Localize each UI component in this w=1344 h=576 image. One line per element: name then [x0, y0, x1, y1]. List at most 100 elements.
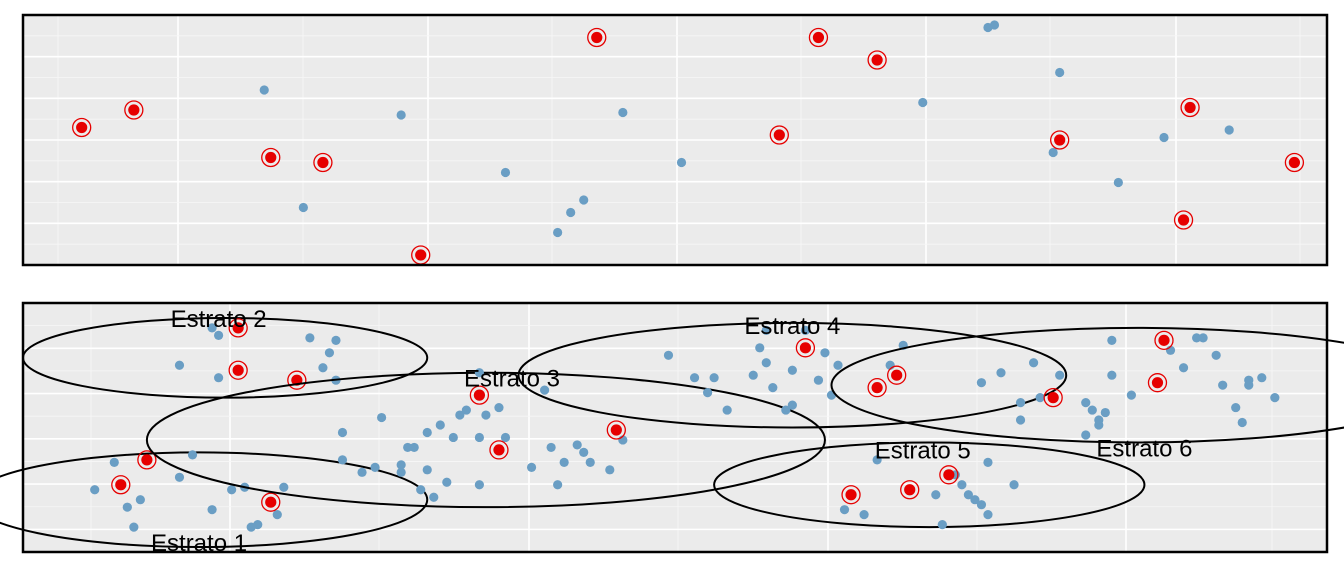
- population-point: [422, 427, 432, 438]
- population-point: [1237, 417, 1247, 428]
- sample-ring: [111, 475, 131, 495]
- sample-dot: [317, 156, 329, 169]
- sampled-point: [1154, 330, 1174, 351]
- sample-dot: [1288, 156, 1300, 169]
- population-point: [526, 462, 537, 472]
- sampled-point: [111, 475, 131, 495]
- sample-ring: [1147, 373, 1168, 393]
- population-point: [253, 520, 263, 530]
- sampled-point: [137, 450, 157, 470]
- sampled-point: [841, 485, 861, 505]
- sampled-point: [124, 100, 144, 120]
- sampled-point: [313, 152, 333, 173]
- population-point: [1015, 415, 1026, 425]
- sample-dot: [799, 342, 812, 354]
- population-point: [722, 405, 732, 415]
- sample-ring: [1043, 387, 1063, 408]
- population-point: [546, 442, 556, 453]
- sample-dot: [76, 121, 88, 134]
- population-point: [474, 368, 484, 378]
- population-point: [976, 500, 987, 510]
- stratum-label: Estrato 2: [171, 306, 267, 333]
- population-point: [553, 480, 563, 490]
- population-point: [800, 325, 811, 335]
- population-point: [781, 405, 791, 415]
- sample-ring: [489, 440, 509, 460]
- population-point: [1198, 333, 1208, 343]
- population-point: [279, 482, 289, 492]
- population-point: [1081, 430, 1091, 440]
- panel-border: [21, 301, 1329, 554]
- population-point: [1126, 390, 1136, 400]
- sampled-point: [887, 365, 907, 385]
- stratum-label: Estrato 6: [1096, 435, 1192, 462]
- population-point: [709, 373, 719, 383]
- population-point: [214, 373, 224, 383]
- sample-dot: [943, 469, 955, 481]
- sample-dot: [232, 322, 244, 334]
- sampled-point: [795, 338, 816, 358]
- stratum-ellipse: [713, 441, 1146, 529]
- sampled-point: [1147, 373, 1168, 393]
- sample-dot: [812, 31, 825, 44]
- sample-ring: [1154, 330, 1174, 351]
- sampled-point: [1043, 387, 1063, 408]
- sampled-point: [808, 27, 829, 48]
- population-point: [494, 402, 504, 413]
- sampled-point: [489, 440, 509, 460]
- sample-dot: [1184, 101, 1196, 114]
- sample-dot: [1054, 134, 1066, 146]
- sample-dot: [473, 389, 485, 401]
- population-point: [435, 420, 445, 430]
- population-point: [1107, 370, 1117, 380]
- population-point: [90, 485, 100, 495]
- sampled-point: [469, 385, 490, 405]
- population-point: [553, 227, 563, 238]
- population-point: [409, 442, 419, 453]
- sample-ring: [1284, 152, 1305, 173]
- population-point: [129, 522, 139, 532]
- population-point: [1244, 380, 1254, 390]
- top-panel: [21, 13, 1329, 267]
- sample-dot: [845, 489, 857, 501]
- sampled-point: [1284, 152, 1305, 173]
- population-point: [585, 457, 595, 467]
- population-point: [1081, 398, 1091, 408]
- population-point: [676, 157, 687, 168]
- stratum-5: Estrato 5: [713, 438, 1146, 530]
- population-point: [207, 505, 217, 515]
- sample-dot: [1158, 334, 1170, 346]
- population-point: [1218, 380, 1228, 390]
- sample-ring: [1173, 210, 1194, 230]
- population-point: [787, 400, 797, 410]
- sampled-point: [900, 480, 920, 500]
- sampled-point: [1173, 210, 1194, 230]
- population-point: [500, 432, 511, 443]
- sample-ring: [261, 147, 281, 168]
- population-point: [298, 202, 308, 213]
- population-point: [174, 360, 185, 370]
- sample-ring: [228, 360, 248, 380]
- population-point: [422, 465, 432, 475]
- stratum-ellipse: [145, 371, 826, 509]
- population-point: [1055, 67, 1065, 78]
- sample-ring: [137, 450, 157, 470]
- sample-ring: [900, 480, 920, 500]
- sample-dot: [232, 364, 244, 376]
- sampled-point: [939, 465, 959, 485]
- panel-border: [21, 13, 1329, 267]
- sample-ring: [867, 378, 887, 398]
- population-point: [572, 440, 582, 450]
- sample-ring: [587, 27, 607, 48]
- population-point: [605, 465, 615, 475]
- sample-dot: [904, 484, 916, 496]
- population-point: [442, 477, 452, 487]
- population-point: [761, 358, 771, 368]
- population-point: [1035, 393, 1045, 403]
- population-point: [455, 410, 465, 420]
- stratum-4: Estrato 4: [517, 313, 1068, 429]
- stratum-6: Estrato 6: [830, 326, 1344, 462]
- population-point: [748, 370, 758, 380]
- sample-dot: [871, 382, 883, 394]
- population-point: [839, 505, 850, 515]
